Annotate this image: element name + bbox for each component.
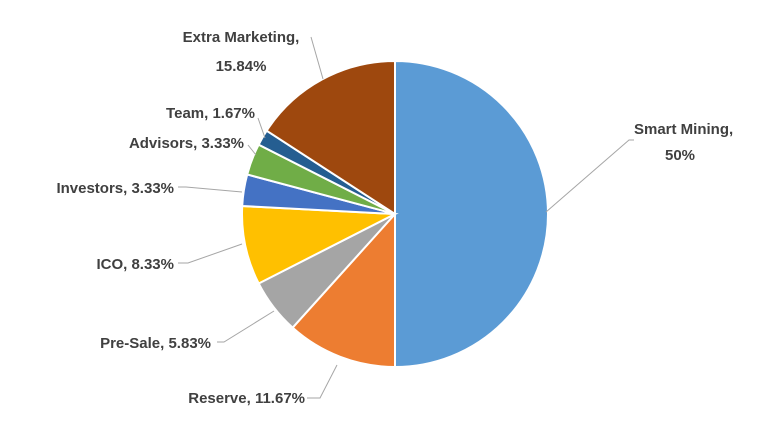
leader-line-ico [178, 243, 243, 264]
label-advisors: Advisors, 3.33% [129, 135, 244, 152]
label-investors: Investors, 3.33% [56, 180, 174, 197]
label-smart-mining: Smart Mining, [634, 121, 733, 138]
label-pre-sale: Pre-Sale, 5.83% [100, 335, 211, 352]
slices-group [241, 59, 549, 369]
pie-slice-extra-marketing [265, 59, 396, 216]
leader-line-team [257, 117, 266, 139]
leader-line-smart-mining [545, 139, 634, 213]
leader-line-pre-sale [217, 310, 275, 343]
label-team: Team, 1.67% [166, 105, 255, 122]
leader-lines [178, 36, 634, 399]
label-extra-marketing-value: 15.84% [216, 58, 267, 75]
data-labels: Smart Mining, 50% Reserve, 11.67% Pre-Sa… [56, 29, 733, 407]
label-ico: ICO, 8.33% [96, 256, 174, 273]
leader-line-extra-marketing [310, 36, 324, 80]
label-extra-marketing: Extra Marketing, [183, 29, 300, 46]
label-smart-mining-value: 50% [665, 147, 695, 164]
leader-line-advisors [247, 144, 257, 156]
leader-line-reserve [307, 364, 338, 399]
pie-slice-smart-mining [394, 59, 549, 369]
leader-line-investors [178, 186, 243, 193]
pie-slice-reserve [291, 211, 396, 369]
label-reserve: Reserve, 11.67% [188, 390, 305, 407]
